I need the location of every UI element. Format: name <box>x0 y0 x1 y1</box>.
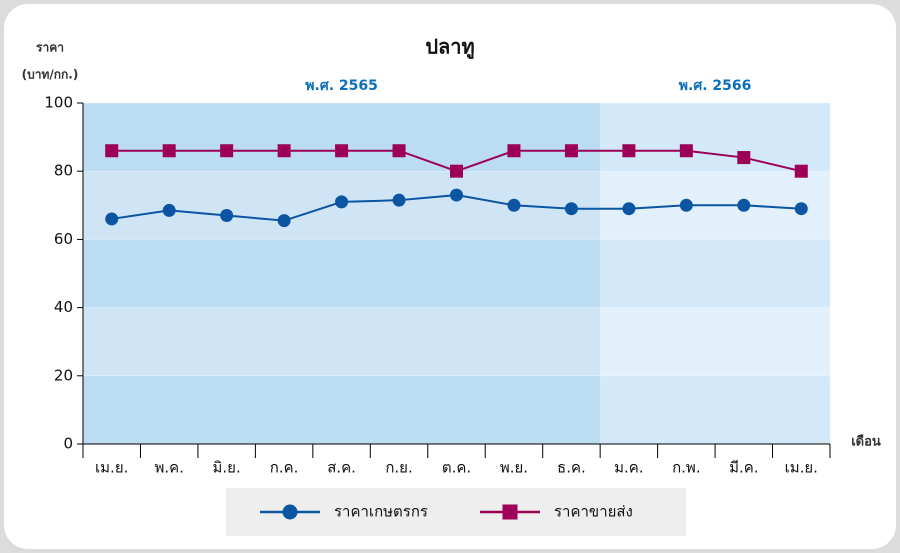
marker <box>679 144 693 158</box>
x-tick-label: ก.ค. <box>270 459 299 477</box>
plot-band <box>600 239 830 308</box>
marker <box>564 144 578 158</box>
x-tick-label: ธ.ค. <box>557 459 586 477</box>
x-tick-label: ส.ค. <box>327 459 356 477</box>
plot-band <box>83 239 601 308</box>
y-axis-title: ราคา <box>36 41 64 55</box>
marker <box>794 164 808 178</box>
marker <box>335 195 349 209</box>
marker <box>737 151 751 165</box>
plot-band <box>600 375 830 444</box>
marker <box>507 144 521 158</box>
y-axis-title: (บาท/กก.) <box>22 68 79 82</box>
x-tick-label: ม.ค. <box>614 459 643 477</box>
period-label: พ.ศ. 2566 <box>679 78 752 94</box>
legend-label: ราคาเกษตรกร <box>334 503 428 521</box>
y-tick-label: 60 <box>54 230 73 248</box>
plot-band <box>600 307 830 376</box>
marker <box>220 209 234 223</box>
x-tick-label: พ.ค. <box>154 459 183 477</box>
x-axis-title: เดือน <box>851 434 881 450</box>
marker <box>737 198 751 212</box>
marker <box>564 202 578 216</box>
y-tick-label: 20 <box>54 366 73 384</box>
x-tick-label: ก.พ. <box>672 459 701 477</box>
marker <box>105 212 119 226</box>
marker <box>679 198 693 212</box>
plot-band <box>83 375 601 444</box>
marker <box>220 144 234 158</box>
x-tick-label: เม.ย. <box>785 459 818 477</box>
legend-marker <box>282 504 298 520</box>
marker <box>794 202 808 216</box>
marker <box>622 144 636 158</box>
marker <box>450 188 463 202</box>
marker <box>162 144 176 158</box>
x-tick-label: มี.ค. <box>729 459 758 477</box>
marker <box>105 144 119 158</box>
marker <box>162 203 176 217</box>
x-tick-label: ต.ค. <box>442 459 471 477</box>
plot-band <box>83 103 601 172</box>
y-tick-label: 80 <box>54 162 73 180</box>
y-tick-label: 100 <box>44 94 73 112</box>
x-tick-label: มิ.ย. <box>213 459 241 477</box>
marker <box>335 144 349 158</box>
marker <box>277 144 291 158</box>
x-tick-label: ก.ย. <box>385 459 412 477</box>
plot-band <box>83 307 601 376</box>
marker <box>277 214 291 228</box>
chart-title: ปลาทู <box>425 35 474 61</box>
x-tick-label: เม.ย. <box>95 459 128 477</box>
x-tick-label: พ.ย. <box>500 459 528 477</box>
y-tick-label: 40 <box>54 298 73 316</box>
marker <box>622 202 636 216</box>
marker <box>507 198 521 212</box>
marker <box>450 164 463 178</box>
y-tick-label: 0 <box>63 435 73 453</box>
period-label: พ.ศ. 2565 <box>305 78 378 94</box>
plot-band <box>600 103 830 172</box>
legend-marker <box>502 504 518 520</box>
marker <box>392 144 406 158</box>
legend-label: ราคาขายส่ง <box>554 503 633 521</box>
marker <box>392 193 406 207</box>
